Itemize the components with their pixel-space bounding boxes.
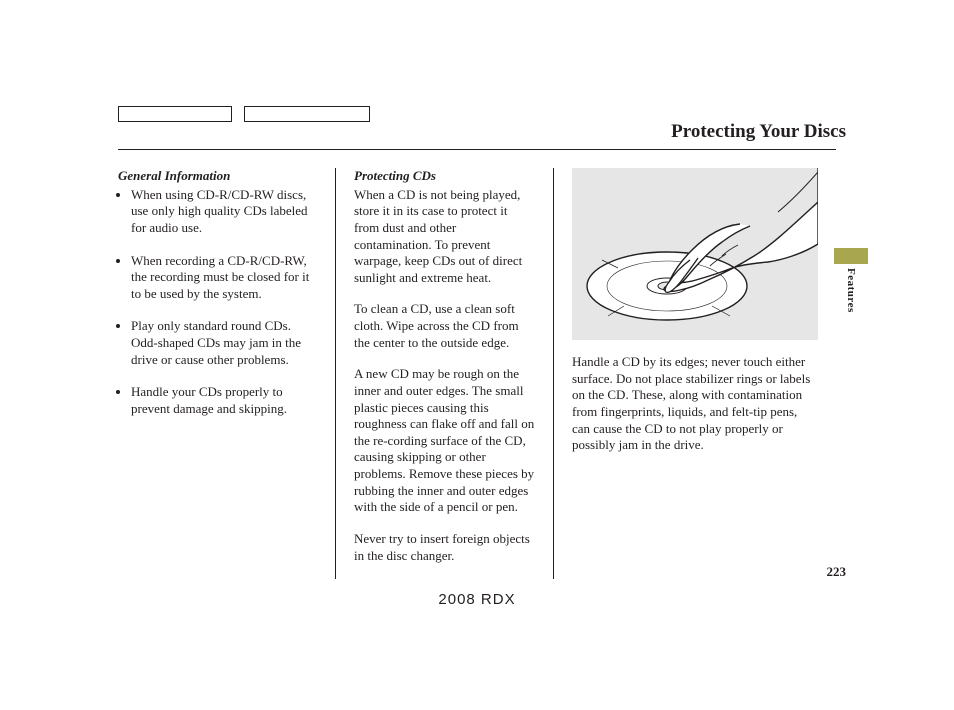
page-title: Protecting Your Discs — [671, 121, 846, 143]
paragraph: When a CD is not being played, store it … — [354, 187, 535, 287]
title-rule — [118, 149, 836, 150]
general-info-list: When using CD-R/CD-RW discs, use only hi… — [118, 187, 317, 418]
column-protecting-cds: Protecting CDs When a CD is not being pl… — [336, 168, 554, 579]
paragraph: To clean a CD, use a clean soft cloth. W… — [354, 301, 535, 351]
list-item: When using CD-R/CD-RW discs, use only hi… — [131, 187, 317, 237]
section-heading-general: General Information — [118, 168, 317, 185]
hand-holding-cd-illustration — [572, 168, 818, 340]
header-placeholder-boxes — [118, 106, 370, 122]
paragraph: A new CD may be rough on the inner and o… — [354, 366, 535, 516]
paragraph: Never try to insert foreign objects in t… — [354, 531, 535, 564]
section-heading-protecting: Protecting CDs — [354, 168, 535, 185]
page-number: 223 — [827, 564, 847, 580]
placeholder-box-1 — [118, 106, 232, 122]
content-columns: General Information When using CD-R/CD-R… — [118, 168, 836, 579]
list-item: Handle your CDs properly to prevent dama… — [131, 384, 317, 417]
section-tab-label: Features — [845, 268, 857, 313]
section-tab-marker — [834, 248, 868, 264]
placeholder-box-2 — [244, 106, 370, 122]
cd-hand-svg — [572, 168, 818, 340]
column-general-info: General Information When using CD-R/CD-R… — [118, 168, 336, 579]
column-illustration: Handle a CD by its edges; never touch ei… — [554, 168, 836, 579]
footer-model-year: 2008 RDX — [0, 591, 954, 608]
paragraph: Handle a CD by its edges; never touch ei… — [572, 354, 818, 454]
list-item: Play only standard round CDs. Odd-shaped… — [131, 318, 317, 368]
manual-page: Protecting Your Discs General Informatio… — [0, 0, 954, 710]
list-item: When recording a CD-R/CD-RW, the recordi… — [131, 253, 317, 303]
